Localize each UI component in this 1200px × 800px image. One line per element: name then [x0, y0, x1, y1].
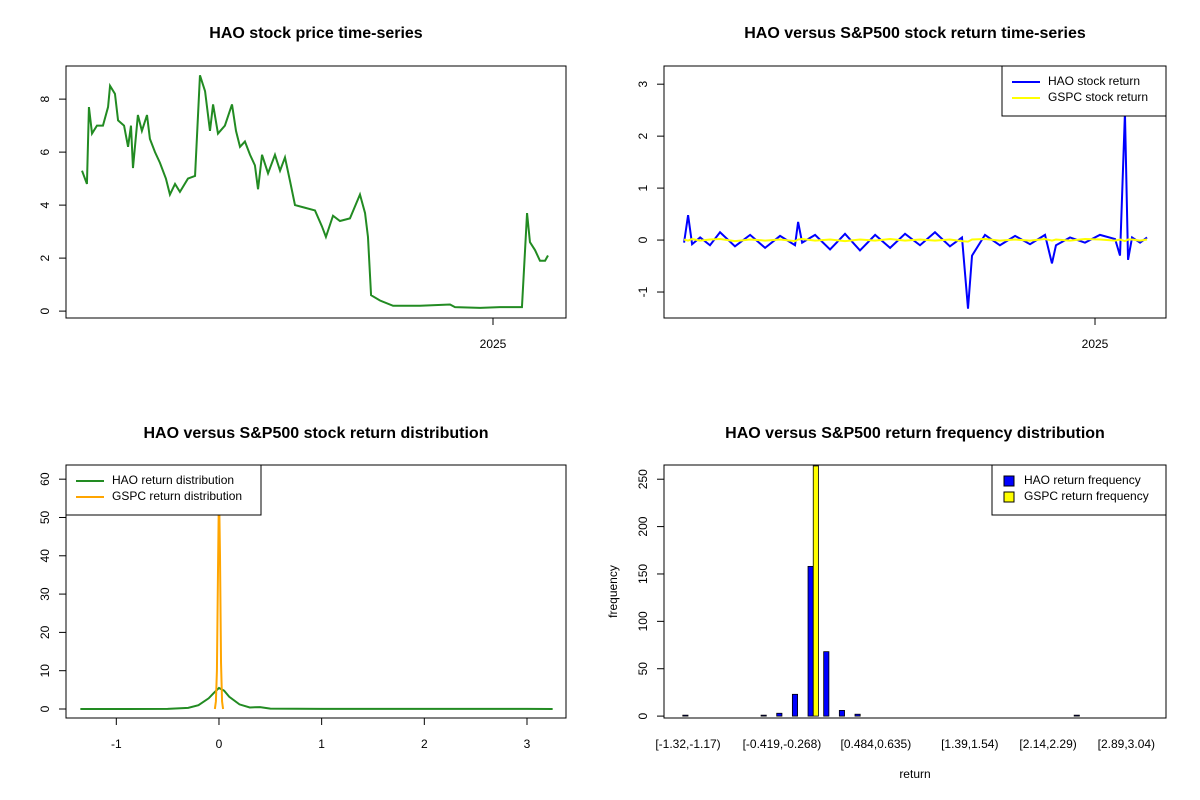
y-tick-label: 8 [38, 95, 52, 102]
panel: HAO versus S&P500 return frequency distr… [606, 425, 1167, 781]
plot-box [65, 65, 567, 319]
series-line [213, 486, 225, 710]
legend: HAO stock return GSPC stock return [1001, 65, 1167, 117]
y-axis-label: frequency [606, 565, 620, 618]
legend-label: HAO return distribution [112, 473, 234, 487]
legend-box [65, 464, 262, 516]
y-tick-label: 0 [38, 307, 52, 314]
x-tick-label: 2025 [480, 337, 507, 351]
y-tick-label: 0 [636, 712, 650, 719]
legend-label: GSPC return frequency [1024, 489, 1149, 503]
y-tick-label: 60 [38, 472, 52, 486]
y-tick-label: 30 [38, 587, 52, 601]
legend-box [1001, 65, 1167, 117]
y-tick-label: 10 [38, 664, 52, 678]
panel: HAO versus S&P500 stock return distribut… [38, 425, 567, 751]
bar [807, 565, 814, 717]
series-line [683, 112, 1148, 309]
chart-title: HAO versus S&P500 stock return time-seri… [744, 25, 1086, 42]
y-tick-label: 150 [636, 564, 650, 584]
y-tick-label: 100 [636, 611, 650, 631]
bar [812, 465, 819, 717]
panel: HAO stock price time-series 0 2 4 6 8 2025 [38, 25, 567, 351]
plot-box [65, 464, 567, 719]
x-tick-label: -1 [111, 737, 122, 751]
y-tick-label: 6 [38, 148, 52, 155]
series-line [683, 237, 1148, 243]
plot-area [81, 74, 549, 309]
legend-label: GSPC return distribution [112, 489, 242, 503]
plot-box [663, 65, 1167, 319]
legend: HAO return distribution GSPC return distr… [65, 464, 262, 516]
y-tick-label: -1 [636, 286, 650, 297]
y-tick-label: 3 [636, 81, 650, 88]
x-tick-label: [2.89,3.04) [1098, 737, 1155, 751]
y-tick-label: 40 [38, 549, 52, 563]
series-line [81, 74, 549, 309]
panel: HAO versus S&P500 stock return time-seri… [636, 25, 1167, 351]
x-tick-label: 2 [421, 737, 428, 751]
x-tick-label: [0.484,0.635) [840, 737, 911, 751]
chart-title: HAO versus S&P500 return frequency distr… [725, 425, 1105, 442]
y-tick-label: 4 [38, 201, 52, 208]
x-tick-label: 2025 [1082, 337, 1109, 351]
legend-label: HAO stock return [1048, 74, 1140, 88]
bar [776, 712, 783, 717]
series-line [80, 686, 553, 710]
y-tick-label: 20 [38, 625, 52, 639]
y-tick-label: 200 [636, 516, 650, 536]
x-tick-label: [2.14,2.29) [1019, 737, 1076, 751]
y-tick-label: 50 [636, 662, 650, 676]
x-tick-label: 0 [216, 737, 223, 751]
chart-title: HAO versus S&P500 stock return distribut… [144, 425, 489, 442]
plot-area [80, 486, 553, 710]
legend-swatch [1003, 491, 1015, 503]
bar [1073, 714, 1080, 717]
y-tick-label: 250 [636, 469, 650, 489]
plot-box [663, 464, 1167, 719]
x-tick-label: 1 [318, 737, 325, 751]
y-tick-label: 0 [38, 705, 52, 712]
bar [682, 714, 689, 717]
bar [838, 710, 845, 717]
legend-label: GSPC stock return [1048, 90, 1148, 104]
y-tick-label: 0 [636, 236, 650, 243]
bar [823, 651, 830, 717]
legend-swatch [1003, 475, 1015, 487]
bar [760, 714, 767, 717]
legend: HAO return frequency GSPC return frequenc… [991, 464, 1167, 516]
legend-box [991, 464, 1167, 516]
chart-title: HAO stock price time-series [209, 25, 423, 42]
bar [791, 693, 798, 717]
x-tick-label: [1.39,1.54) [941, 737, 998, 751]
plot-area [683, 112, 1148, 309]
legend-label: HAO return frequency [1024, 473, 1141, 487]
x-tick-label: [-0.419,-0.268) [743, 737, 822, 751]
x-axis-label: return [899, 767, 930, 781]
x-tick-label: [-1.32,-1.17) [655, 737, 720, 751]
plot-area [682, 465, 1080, 717]
bar [854, 713, 861, 717]
y-tick-label: 1 [636, 184, 650, 191]
y-tick-label: 50 [38, 510, 52, 524]
y-tick-label: 2 [38, 254, 52, 261]
y-tick-label: 2 [636, 132, 650, 139]
x-tick-label: 3 [524, 737, 531, 751]
